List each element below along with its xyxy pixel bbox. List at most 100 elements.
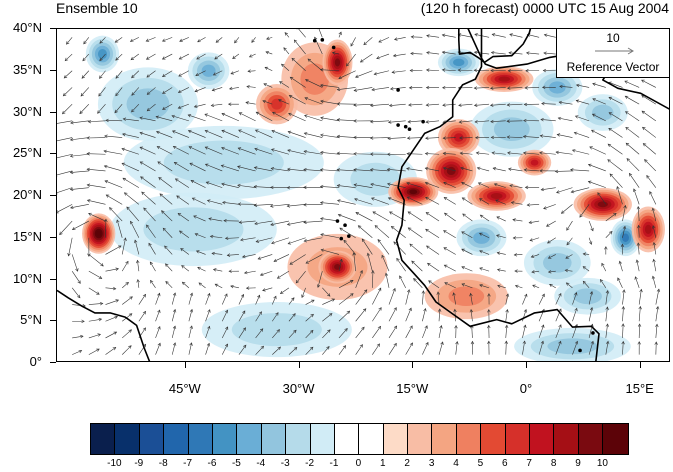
wind-arrow bbox=[284, 48, 289, 54]
island-marker bbox=[578, 349, 582, 353]
wind-arrow bbox=[547, 221, 556, 226]
wind-arrow bbox=[497, 217, 506, 221]
wind-arrow bbox=[277, 271, 289, 278]
wind-arrow bbox=[522, 310, 526, 322]
wind-arrow bbox=[304, 221, 322, 224]
wind-arrow bbox=[588, 164, 605, 171]
lon-tick bbox=[526, 362, 527, 368]
wind-arrow bbox=[635, 277, 639, 288]
wind-arrow bbox=[487, 341, 490, 354]
wind-arrow bbox=[57, 121, 72, 125]
lat-tick-label: 0° bbox=[2, 354, 42, 369]
wind-arrow bbox=[642, 111, 656, 121]
lon-tick-label: 30°W bbox=[283, 381, 315, 396]
lat-tick bbox=[50, 70, 56, 71]
wind-arrow bbox=[156, 310, 161, 321]
map-panel bbox=[56, 28, 670, 362]
island-marker bbox=[404, 125, 408, 129]
wind-arrow bbox=[165, 264, 172, 271]
wind-arrow bbox=[409, 103, 423, 106]
colorbar-label: 1 bbox=[380, 458, 386, 469]
wind-arrow bbox=[558, 117, 572, 121]
wind-arrow bbox=[106, 316, 118, 321]
lon-tick bbox=[412, 362, 413, 368]
wind-arrow bbox=[480, 268, 489, 272]
wind-arrow bbox=[304, 132, 322, 137]
colorbar-cell bbox=[140, 424, 164, 454]
wind-arrow bbox=[235, 37, 239, 42]
anomaly-10 bbox=[554, 278, 621, 315]
wind-arrow bbox=[470, 326, 473, 338]
anomaly-26 bbox=[322, 39, 352, 85]
wind-arrow bbox=[438, 309, 441, 321]
wind-arrow bbox=[513, 236, 522, 239]
wind-arrow bbox=[322, 299, 334, 305]
reference-vector-label: Reference Vector bbox=[557, 60, 669, 74]
wind-arrow bbox=[150, 262, 155, 271]
wind-arrow bbox=[515, 270, 523, 273]
wind-arrow bbox=[321, 201, 339, 204]
wind-arrow bbox=[422, 291, 425, 305]
wind-arrow bbox=[653, 259, 656, 271]
wind-arrow bbox=[246, 101, 256, 104]
wind-arrow bbox=[222, 294, 227, 305]
wind-arrow bbox=[57, 204, 72, 213]
colorbar-label: 8 bbox=[551, 458, 557, 469]
forecast-time-label: (120 h forecast) 0000 UTC 15 Aug 2004 bbox=[421, 0, 669, 16]
wind-arrow bbox=[462, 266, 473, 271]
colorbar-cell bbox=[311, 424, 335, 454]
wind-arrow bbox=[71, 204, 89, 208]
wind-arrow bbox=[592, 130, 606, 137]
wind-arrow bbox=[106, 332, 117, 338]
wind-arrow bbox=[571, 168, 589, 171]
wind-arrow bbox=[476, 152, 489, 155]
wind-arrow bbox=[645, 160, 656, 171]
wind-arrow bbox=[321, 168, 339, 171]
wind-arrow bbox=[105, 135, 122, 138]
wind-arrow bbox=[72, 320, 84, 323]
colorbar-cell bbox=[408, 424, 432, 454]
wind-arrow bbox=[625, 81, 639, 88]
lat-tick-label: 25°N bbox=[2, 145, 42, 160]
wind-arrow bbox=[139, 311, 146, 321]
wind-arrow bbox=[115, 37, 122, 42]
wind-arrow bbox=[510, 34, 523, 38]
wind-arrow bbox=[389, 326, 397, 338]
wind-arrow bbox=[156, 343, 161, 354]
wind-arrow bbox=[354, 120, 372, 123]
colorbar-label: -1 bbox=[330, 458, 339, 469]
wind-arrow bbox=[497, 252, 506, 255]
lon-tick bbox=[185, 362, 186, 368]
wind-arrow bbox=[70, 138, 88, 141]
wind-arrow bbox=[636, 260, 639, 271]
wind-arrow bbox=[408, 120, 422, 123]
anomaly-11 bbox=[514, 328, 631, 362]
wind-arrow bbox=[172, 343, 176, 355]
wind-arrow bbox=[88, 120, 105, 123]
wind-arrow bbox=[358, 226, 372, 238]
wind-arrow bbox=[589, 238, 592, 245]
wind-arrow bbox=[81, 87, 89, 96]
wind-arrow bbox=[619, 261, 622, 271]
wind-arrow bbox=[122, 261, 128, 271]
wind-arrow bbox=[354, 104, 372, 107]
wind-arrow bbox=[444, 248, 456, 255]
wind-arrow bbox=[162, 54, 172, 59]
wind-arrow bbox=[356, 345, 363, 355]
island-marker bbox=[347, 234, 351, 238]
wind-arrow bbox=[410, 69, 422, 72]
wind-arrow bbox=[426, 86, 439, 89]
wind-arrow bbox=[231, 71, 239, 74]
colorbar-cell bbox=[115, 424, 139, 454]
wind-arrow bbox=[475, 104, 490, 107]
wind-arrow bbox=[443, 104, 456, 107]
colorbar-cell bbox=[432, 424, 456, 454]
wind-arrow bbox=[205, 114, 222, 121]
wind-arrow bbox=[206, 343, 210, 354]
wind-arrow bbox=[647, 176, 656, 188]
wind-arrow bbox=[229, 270, 239, 273]
wind-arrow bbox=[87, 168, 105, 171]
lat-tick bbox=[50, 320, 56, 321]
colorbar-label: 0 bbox=[356, 458, 362, 469]
wind-arrow bbox=[106, 195, 122, 204]
